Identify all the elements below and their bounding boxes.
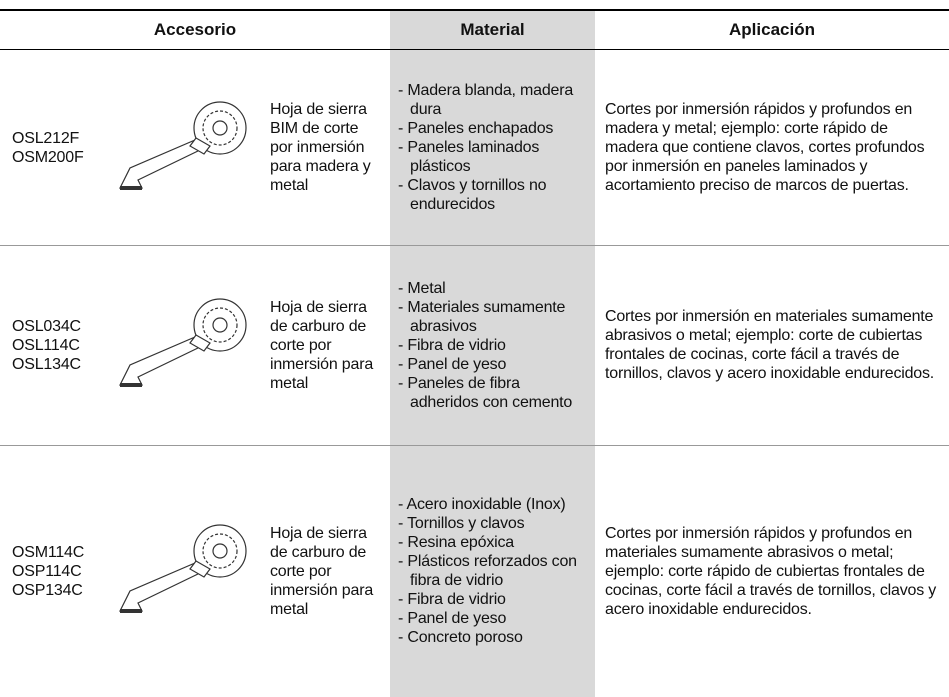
header-cell: Material <box>460 20 525 39</box>
application: Cortes por inmersión en materiales sumam… <box>605 308 935 382</box>
code: OSM200F <box>12 148 84 166</box>
code-cell: OSM114C OSP114C OSP134C <box>12 445 102 697</box>
material-item: - Acero inoxidable (Inox) <box>398 496 566 513</box>
material-item: - Resina epóxica <box>398 534 514 551</box>
row-rule <box>0 445 949 446</box>
blade-icon <box>119 298 247 387</box>
code: OSL114C <box>12 336 80 354</box>
description: Hoja de sierra de carburo de corte por i… <box>270 524 374 618</box>
description: Hoja de sierra BIM de corte por inmersió… <box>270 101 371 194</box>
material-item: - Paneles laminados plásticos <box>398 139 540 175</box>
header-rule <box>0 49 949 50</box>
material-cell: - Madera blanda, madera dura - Paneles en… <box>398 50 590 245</box>
material-item: - Madera blanda, madera dura <box>398 82 574 118</box>
material-item: - Panel de yeso <box>398 355 507 373</box>
blade-icon <box>119 524 247 613</box>
code: OSP114C <box>12 562 82 580</box>
material-item: - Materiales sumamente abrasivos <box>398 298 566 335</box>
code: OSL034C <box>12 317 81 335</box>
material-item: - Plásticos reforzados con fibra de vidr… <box>398 553 577 589</box>
material-item: - Panel de yeso <box>398 610 507 627</box>
code: OSL212F <box>12 129 80 147</box>
top-rule <box>0 9 949 11</box>
material-item: - Concreto poroso <box>398 629 523 646</box>
material-item: - Fibra de vidrio <box>398 591 506 608</box>
material-cell: - Metal - Materiales sumamente abrasivos -… <box>398 245 590 445</box>
row-rule <box>0 245 949 246</box>
application: Cortes por inmersión rápidos y profundos… <box>605 524 937 618</box>
material-item: - Metal <box>398 279 446 297</box>
material-item: - Clavos y tornillos no endurecidos <box>398 177 547 213</box>
material-cell: - Acero inoxidable (Inox) - Tornillos y c… <box>398 445 590 697</box>
code-cell: OSL034C OSL114C OSL134C <box>12 245 102 445</box>
code: OSM114C <box>12 543 85 561</box>
application: Cortes por inmersión rápidos y profundos… <box>605 101 925 194</box>
material-item: - Paneles de fibra adheridos con cemento <box>398 374 573 411</box>
material-item: - Tornillos y clavos <box>398 515 525 532</box>
material-item: - Fibra de vidrio <box>398 336 506 354</box>
material-shade <box>390 10 595 697</box>
code: OSP134C <box>12 581 83 599</box>
code-cell: OSL212F OSM200F <box>12 50 102 245</box>
code: OSL134C <box>12 355 81 373</box>
material-item: - Paneles enchapados <box>398 120 554 137</box>
description: Hoja de sierra de carburo de corte por i… <box>270 298 374 392</box>
blade-icon <box>119 100 247 190</box>
header-cell: Aplicación <box>729 20 815 39</box>
header-cell: Accesorio <box>153 20 237 39</box>
